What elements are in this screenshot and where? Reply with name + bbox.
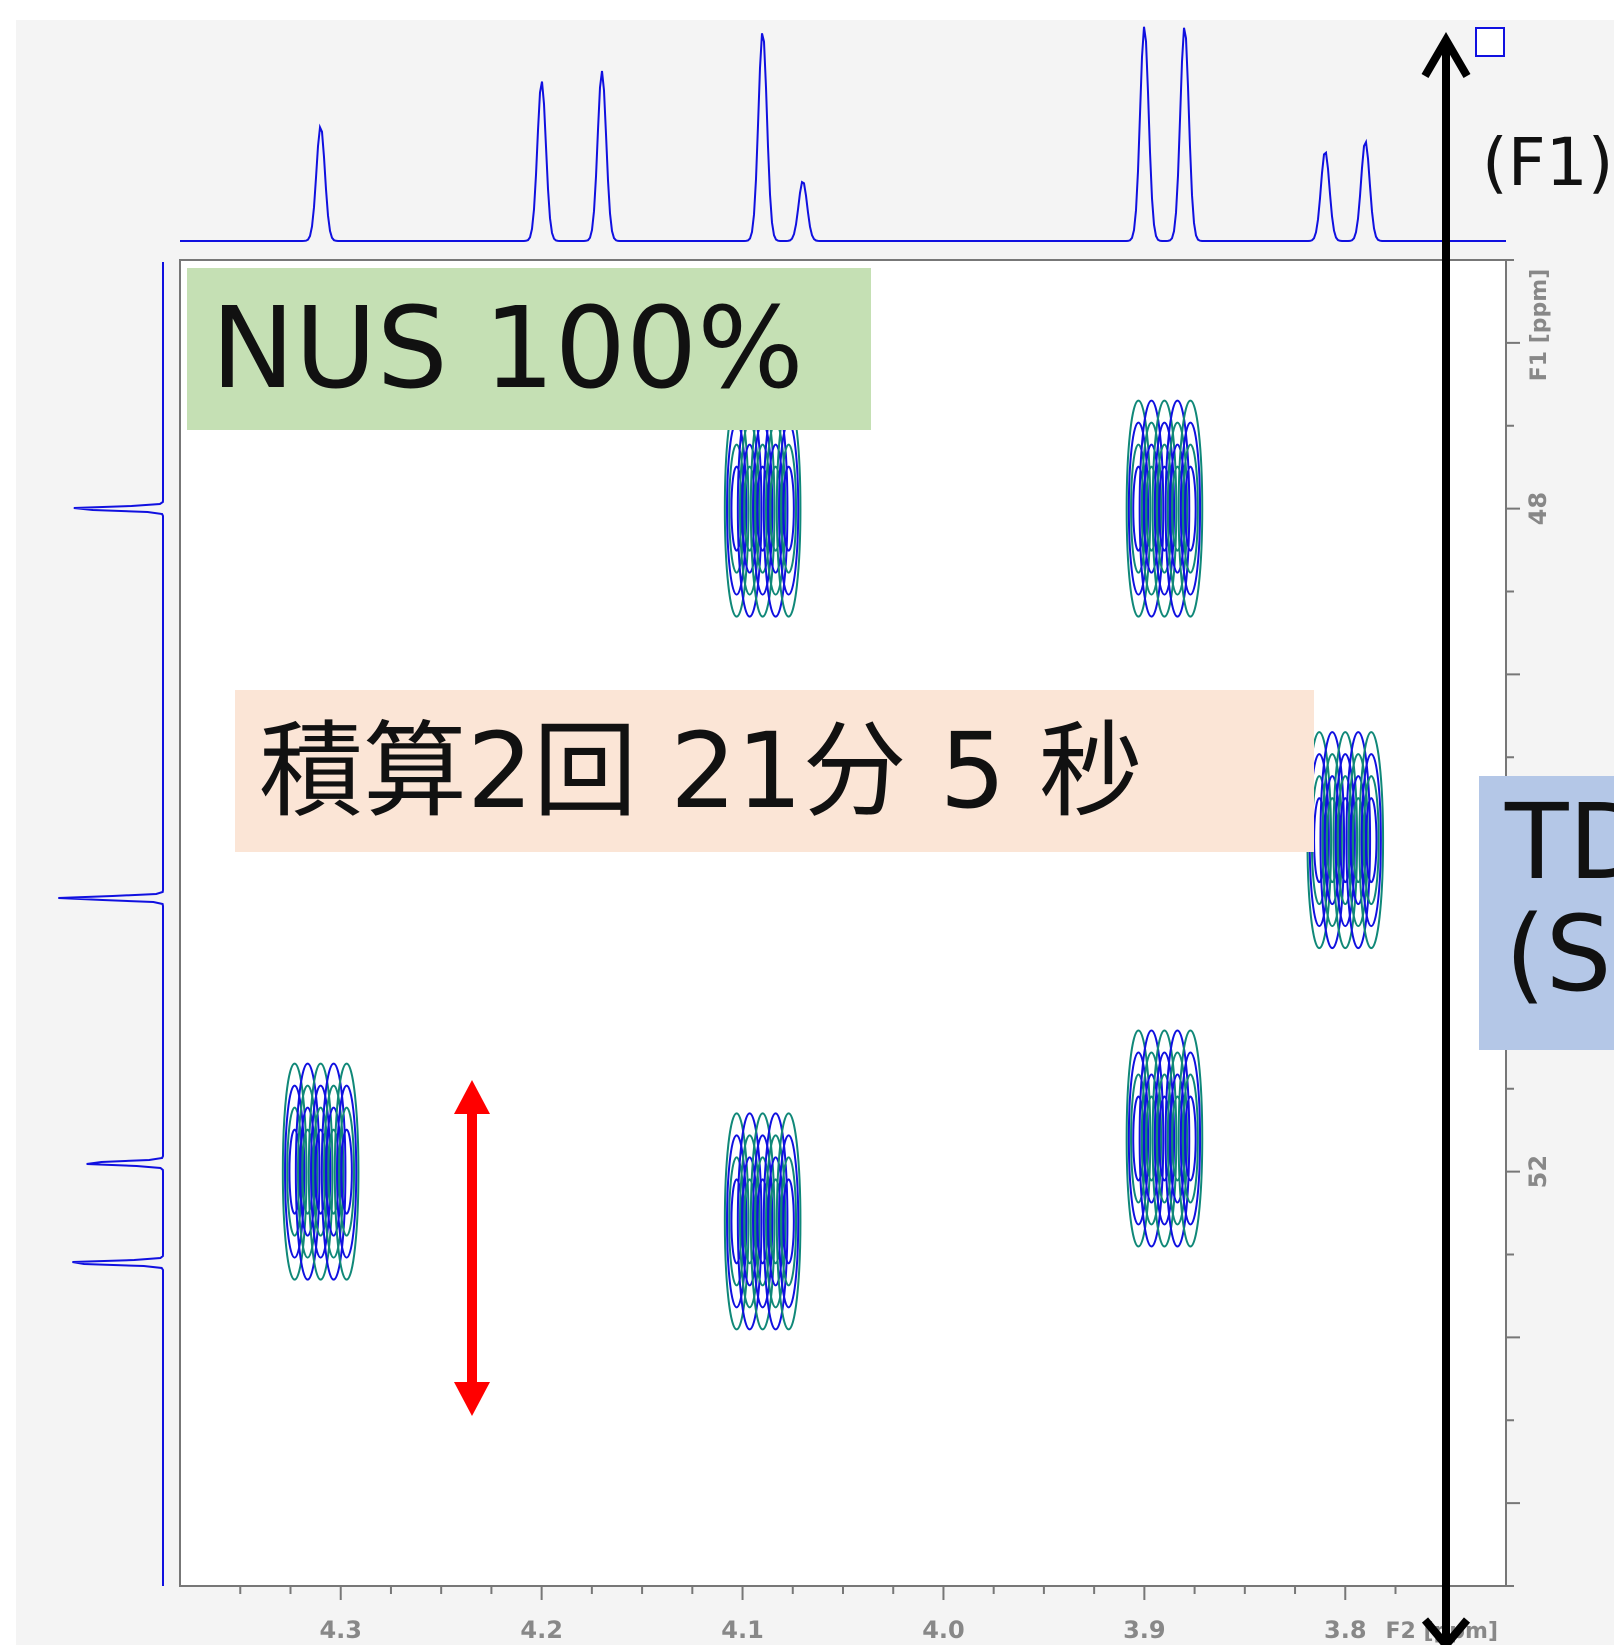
- contour-ring: [1164, 399, 1191, 618]
- contour-ring: [1177, 399, 1204, 618]
- nus-label: NUS 100%: [187, 268, 871, 430]
- contour-ring: [1127, 421, 1150, 596]
- contour-ring: [320, 1062, 347, 1281]
- contour-ring: [1360, 753, 1382, 928]
- contour-ring: [1177, 1029, 1204, 1248]
- x-tick-label: 3.9: [1123, 1616, 1166, 1644]
- contour-ring: [1332, 731, 1359, 950]
- td-arrow-head-down: [1421, 1617, 1471, 1645]
- contour-ring: [1321, 753, 1343, 928]
- contour-ring: [1138, 1029, 1165, 1248]
- contour-ring: [739, 1134, 761, 1309]
- contour-ring: [310, 1084, 332, 1259]
- scan-time-label: 積算2回 21分 5 秒: [235, 690, 1314, 852]
- contour-ring: [1179, 421, 1202, 596]
- contour-ring: [782, 465, 795, 552]
- x-tick-label: 4.2: [520, 1616, 563, 1644]
- contour-ring: [1153, 1051, 1176, 1226]
- contour-ring: [765, 1134, 787, 1309]
- contour-ring: [1182, 443, 1199, 574]
- x-tick-label: 4.1: [721, 1616, 764, 1644]
- cross-peak: [281, 1062, 360, 1281]
- contour-ring: [336, 1084, 358, 1259]
- contour-ring: [340, 1128, 353, 1215]
- contour-ring: [1365, 797, 1378, 884]
- projection-trace: [58, 262, 164, 1586]
- contour-ring: [1184, 465, 1197, 552]
- contour-ring: [281, 1062, 308, 1281]
- f1-label: (F1): [1482, 124, 1614, 201]
- contour-ring: [1138, 399, 1165, 618]
- contour-ring: [1179, 1051, 1202, 1226]
- y-axis-label: F1 [ppm]: [1527, 269, 1552, 382]
- top-projection: [180, 26, 1506, 242]
- contour-ring: [726, 1134, 748, 1309]
- contour-ring: [1125, 399, 1152, 618]
- contour-ring: [1319, 731, 1346, 950]
- contour-ring: [1151, 1029, 1178, 1248]
- contour-ring: [1345, 731, 1372, 950]
- contour-ring: [1140, 1051, 1163, 1226]
- contour-ring: [736, 1112, 763, 1331]
- contour-ring: [1127, 1051, 1150, 1226]
- contour-ring: [762, 1112, 789, 1331]
- contour-ring: [1164, 1029, 1191, 1248]
- contour-ring: [1166, 421, 1189, 596]
- cross-peak: [1125, 1029, 1204, 1248]
- contour-ring: [1182, 1073, 1199, 1204]
- contour-ring: [1166, 1051, 1189, 1226]
- plot-area: [179, 259, 1507, 1587]
- x-tick-label: 3.8: [1324, 1616, 1367, 1644]
- red-arrow-head-down: [454, 1382, 490, 1416]
- cross-peak: [723, 1112, 802, 1331]
- contour-ring: [1362, 775, 1380, 906]
- corner-square: [1475, 27, 1505, 57]
- contour-ring: [323, 1084, 345, 1259]
- contour-ring: [752, 1134, 774, 1309]
- contour-ring: [307, 1062, 334, 1281]
- contour-ring: [782, 1178, 795, 1265]
- projection-trace: [180, 26, 1506, 242]
- x-tick-label: 4.0: [922, 1616, 965, 1644]
- td-label: TD (S: [1479, 776, 1614, 1050]
- contour-ring: [775, 1112, 802, 1331]
- contour-ring: [294, 1062, 321, 1281]
- contour-ring: [297, 1084, 319, 1259]
- contour-ring: [778, 1134, 800, 1309]
- contour-ring: [1153, 421, 1176, 596]
- contour-ring: [1358, 731, 1385, 950]
- cross-peak: [1125, 399, 1204, 618]
- contour-ring: [1334, 753, 1356, 928]
- contour-ring: [1140, 421, 1163, 596]
- contour-ring: [1125, 1029, 1152, 1248]
- y-tick-label: 52: [1524, 1155, 1552, 1188]
- contour-ring: [333, 1062, 360, 1281]
- contour-ring: [1347, 753, 1369, 928]
- contour-ring: [1184, 1095, 1197, 1182]
- x-axis: 4.3 4.2 4.1 4.0 3.9 3.8 F2 [ppm]: [239, 1586, 1498, 1644]
- td-arrow-head-up: [1421, 32, 1471, 79]
- left-projection: [58, 262, 164, 1586]
- contour-ring: [780, 443, 798, 574]
- red-arrow-head-up: [454, 1080, 490, 1114]
- y-tick-label: 48: [1524, 492, 1552, 525]
- contour-ring: [284, 1084, 306, 1259]
- contour-ring: [338, 1106, 356, 1237]
- x-tick-label: 4.3: [319, 1616, 362, 1644]
- contour-ring: [749, 1112, 776, 1331]
- contour-ring: [723, 1112, 750, 1331]
- annotation-markers: [454, 27, 1505, 1645]
- contour-ring: [780, 1156, 798, 1287]
- contour-ring: [1151, 399, 1178, 618]
